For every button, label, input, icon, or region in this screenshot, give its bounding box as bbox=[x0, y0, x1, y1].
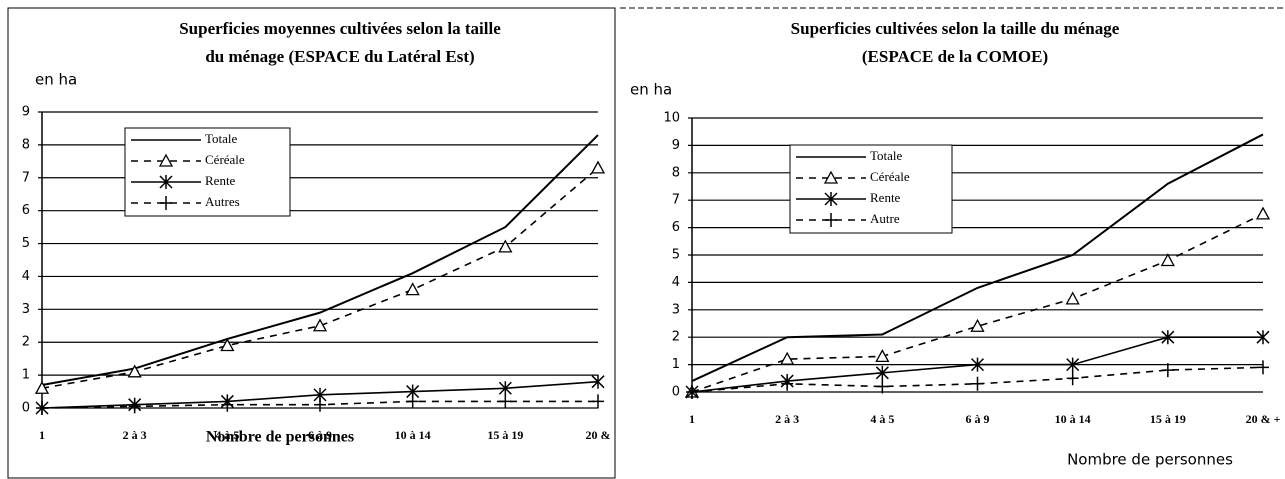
y-tick-label: 4 bbox=[672, 275, 680, 290]
marker bbox=[824, 192, 838, 206]
marker bbox=[875, 349, 890, 363]
chart-title: du ménage (ESPACE du Latéral Est) bbox=[205, 47, 474, 66]
chart-title: Superficies moyennes cultivées selon la … bbox=[179, 19, 501, 38]
panel-border bbox=[7, 7, 616, 479]
y-tick-label: 1 bbox=[672, 357, 680, 372]
y-tick-label: 2 bbox=[22, 335, 30, 350]
marker bbox=[406, 394, 419, 409]
marker bbox=[314, 397, 326, 412]
legend-label: Céréale bbox=[205, 152, 245, 167]
marker bbox=[1255, 206, 1271, 220]
x-axis-label: Nombre de personnes bbox=[206, 429, 354, 446]
marker bbox=[1065, 291, 1080, 305]
legend-label: Autre bbox=[870, 211, 900, 226]
x-tick-label: 10 à 14 bbox=[395, 428, 431, 442]
marker bbox=[591, 374, 605, 389]
y-axis-label: en ha bbox=[35, 71, 77, 89]
marker bbox=[592, 394, 604, 409]
y-tick-label: 8 bbox=[672, 165, 680, 180]
marker bbox=[1161, 363, 1174, 378]
marker bbox=[876, 379, 889, 394]
marker bbox=[1256, 330, 1270, 345]
marker bbox=[1257, 360, 1269, 375]
marker bbox=[971, 376, 984, 391]
marker bbox=[1066, 371, 1079, 386]
y-tick-label: 5 bbox=[22, 236, 30, 251]
legend-label: Totale bbox=[205, 131, 238, 146]
x-tick-label: 2 à 3 bbox=[123, 428, 147, 442]
series-line bbox=[691, 133, 1264, 382]
y-tick-label: 1 bbox=[22, 368, 30, 383]
marker bbox=[875, 365, 889, 380]
marker bbox=[498, 239, 513, 253]
marker bbox=[781, 376, 794, 391]
marker bbox=[970, 357, 985, 372]
x-tick-label: 1 bbox=[689, 412, 695, 426]
y-tick-label: 10 bbox=[663, 111, 680, 126]
legend-label: Céréale bbox=[870, 169, 910, 184]
x-tick-label: 6 à 9 bbox=[966, 412, 990, 426]
x-tick-label: 15 à 19 bbox=[1150, 412, 1186, 426]
marker bbox=[312, 318, 328, 332]
marker bbox=[823, 170, 839, 184]
legend-label: Totale bbox=[870, 148, 903, 163]
x-axis-label: Nombre de personnes bbox=[1067, 451, 1233, 469]
legend-label: Autres bbox=[205, 194, 240, 209]
x-tick-label: 4 à 5 bbox=[870, 412, 894, 426]
y-tick-label: 8 bbox=[22, 137, 30, 152]
y-tick-label: 0 bbox=[22, 401, 30, 416]
x-tick-label: 2 à 3 bbox=[775, 412, 799, 426]
marker bbox=[1160, 253, 1175, 267]
marker bbox=[1066, 357, 1080, 372]
legend-box bbox=[124, 127, 291, 217]
marker bbox=[970, 318, 985, 332]
marker bbox=[220, 338, 235, 352]
legend-label: Rente bbox=[870, 190, 901, 205]
y-tick-label: 2 bbox=[672, 330, 680, 345]
x-tick-label: 20 & + bbox=[1246, 412, 1281, 426]
marker bbox=[498, 381, 512, 396]
y-tick-label: 9 bbox=[672, 138, 680, 153]
marker bbox=[1161, 330, 1175, 345]
marker bbox=[36, 401, 48, 415]
x-tick-label: 20 & bbox=[586, 428, 611, 442]
marker bbox=[590, 160, 606, 174]
y-tick-label: 6 bbox=[672, 220, 680, 235]
y-axis-label: en ha bbox=[630, 81, 672, 99]
y-tick-label: 6 bbox=[22, 203, 30, 218]
y-tick-label: 7 bbox=[672, 193, 680, 208]
marker bbox=[34, 380, 50, 394]
legend-label: Rente bbox=[205, 173, 236, 188]
chart-title: Superficies cultivées selon la taille du… bbox=[791, 19, 1120, 38]
marker bbox=[405, 282, 420, 296]
x-tick-label: 15 à 19 bbox=[487, 428, 523, 442]
y-tick-label: 0 bbox=[672, 385, 680, 400]
marker bbox=[499, 394, 512, 409]
y-tick-label: 9 bbox=[22, 105, 30, 120]
marker bbox=[127, 364, 142, 378]
marker bbox=[221, 397, 234, 412]
marker bbox=[686, 385, 698, 399]
y-tick-label: 4 bbox=[22, 269, 30, 284]
x-tick-label: 6 à 9 bbox=[308, 428, 332, 442]
marker bbox=[825, 213, 837, 227]
y-tick-label: 3 bbox=[22, 302, 30, 317]
marker bbox=[159, 175, 173, 189]
marker bbox=[160, 196, 172, 210]
marker bbox=[780, 351, 795, 365]
chart-title: (ESPACE de la COMOE) bbox=[862, 47, 1048, 66]
x-tick-label: 10 à 14 bbox=[1055, 412, 1091, 426]
y-tick-label: 5 bbox=[672, 248, 680, 263]
y-tick-label: 7 bbox=[22, 170, 30, 185]
marker bbox=[158, 153, 174, 167]
x-tick-label: 1 bbox=[39, 428, 45, 442]
y-tick-label: 3 bbox=[672, 302, 680, 317]
x-tick-label: 4 à 5 bbox=[215, 428, 239, 442]
legend-box bbox=[789, 144, 953, 234]
marker bbox=[128, 399, 141, 414]
